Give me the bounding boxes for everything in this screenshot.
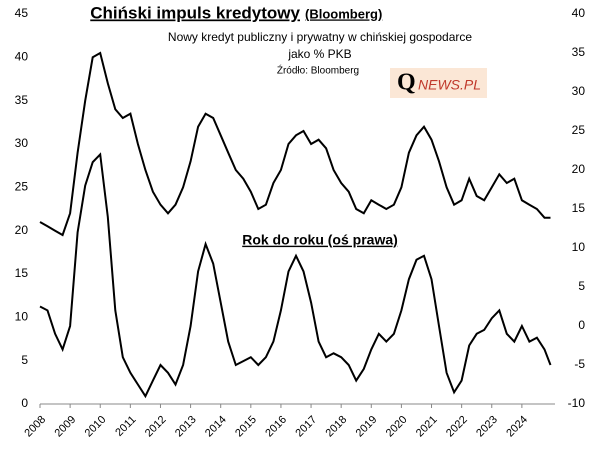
y2-tick-label: -10 [568, 396, 586, 410]
source: Źródło: Bloomberg [277, 64, 359, 77]
x-tick-label: 2018 [324, 414, 350, 440]
y-tick-label: 30 [15, 136, 29, 150]
y-tick-label: 15 [15, 266, 29, 280]
subtitle: jako % PKB [287, 47, 351, 61]
y2-tick-label: 0 [578, 318, 585, 332]
x-tick-label: 2010 [83, 414, 109, 440]
x-tick-label: 2012 [143, 414, 169, 440]
y-tick-label: 25 [15, 180, 29, 194]
y-tick-label: 10 [15, 310, 29, 324]
line [39, 152, 552, 399]
x-tick-label: 2011 [113, 414, 138, 439]
x-tick-label: 2022 [444, 414, 470, 440]
line [39, 51, 551, 237]
x-tick-label: 2008 [22, 414, 48, 440]
y2-tick-label: 30 [572, 84, 586, 98]
y-tick-label: 35 [15, 93, 29, 107]
y-tick-label: 40 [15, 50, 29, 64]
y2-tick-label: 40 [572, 6, 586, 20]
chart-title: Chiński impuls kredytowy [90, 3, 300, 22]
x-tick-label: 2014 [203, 414, 229, 440]
annotation: Rok do roku (oś prawa) [242, 232, 398, 248]
logo-q: Q [397, 70, 416, 96]
x-tick-label: 2021 [414, 414, 440, 440]
y2-tick-label: -5 [574, 357, 585, 371]
logo-box [390, 68, 487, 98]
y2-tick-label: 35 [572, 45, 586, 59]
y-tick-label: 5 [21, 353, 28, 367]
y2-tick-label: 20 [572, 162, 586, 176]
x-tick-label: 2024 [504, 414, 530, 440]
x-tick-label: 2009 [52, 414, 78, 440]
x-tick-label: 2017 [293, 414, 319, 440]
x-tick-label: 2015 [233, 414, 259, 440]
y-tick-label: 20 [15, 223, 29, 237]
y2-tick-label: 5 [578, 279, 585, 293]
y-tick-label: 0 [21, 396, 28, 410]
y2-tick-label: 10 [572, 240, 586, 254]
y2-tick-label: 25 [572, 123, 586, 137]
y2-tick-label: 15 [572, 201, 586, 215]
x-tick-label: 2016 [263, 414, 289, 440]
title-note: (Bloomberg) [305, 6, 382, 21]
x-tick-label: 2013 [173, 414, 199, 440]
x-tick-label: 2020 [384, 414, 410, 440]
subtitle: Nowy kredyt publiczny i prywatny w chińs… [168, 30, 472, 44]
logo-text: NEWS.PL [418, 77, 481, 93]
x-tick-label: 2023 [474, 414, 500, 440]
y-tick-label: 45 [15, 6, 29, 20]
x-tick-label: 2019 [354, 414, 380, 440]
